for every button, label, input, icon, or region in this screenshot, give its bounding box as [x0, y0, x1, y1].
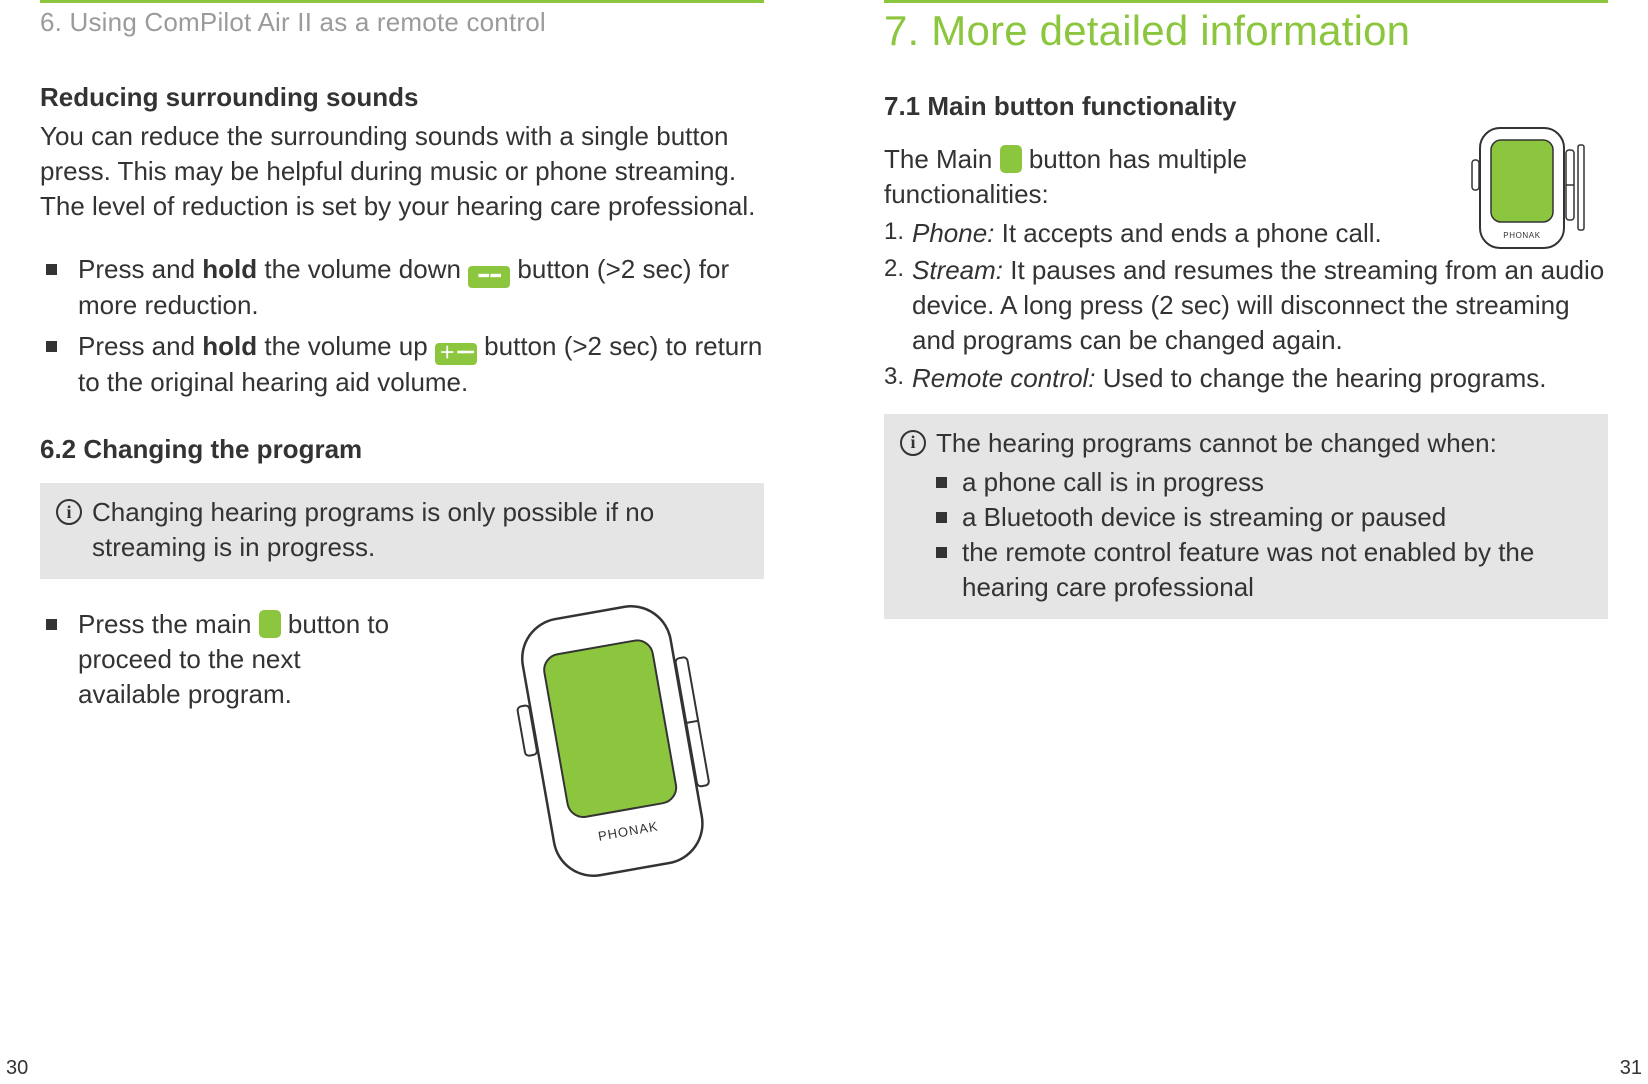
info-sublist: a phone call is in progress a Bluetooth …: [900, 465, 1592, 605]
info-box-left: i Changing hearing programs is only poss…: [40, 483, 764, 579]
right-page: 7. More detailed information 7.1 Main bu…: [824, 0, 1648, 1084]
info-box-right: i The hearing programs cannot be changed…: [884, 414, 1608, 619]
main-button-intro: The Main button has multiple functionali…: [884, 142, 1404, 212]
volume-instructions-list: Press and hold the volume down ━ ━ butto…: [40, 252, 764, 400]
main-button-icon: [259, 610, 281, 638]
device-illustration-small: PHONAK: [1458, 120, 1598, 260]
volume-up-icon: ＋ ━: [435, 343, 477, 365]
info-icon: i: [56, 499, 82, 525]
page-number-left: 30: [6, 1057, 28, 1080]
list-item: Press and hold the volume up ＋ ━ button …: [46, 329, 764, 400]
volume-down-icon: ━ ━: [468, 266, 510, 288]
top-rule: [884, 0, 1608, 3]
main-button-heading: 7.1 Main button functionality: [884, 91, 1608, 122]
main-button-icon: [1000, 145, 1022, 173]
page-number-right: 31: [1620, 1057, 1642, 1080]
list-item: a Bluetooth device is streaming or pause…: [936, 500, 1592, 535]
list-item: Phone: It accepts and ends a phone call.: [884, 216, 1404, 251]
reducing-sounds-heading: Reducing surrounding sounds: [40, 82, 764, 113]
info-lead-right: The hearing programs cannot be changed w…: [936, 426, 1497, 461]
section-header-right: 7. More detailed information: [884, 7, 1608, 55]
list-item: Press the main button to proceed to the …: [46, 607, 406, 712]
list-item: Press and hold the volume down ━ ━ butto…: [46, 252, 764, 323]
list-item: a phone call is in progress: [936, 465, 1592, 500]
device-illustration-large: PHONAK: [504, 590, 734, 910]
info-icon: i: [900, 430, 926, 456]
info-text-left: Changing hearing programs is only possib…: [92, 495, 748, 565]
list-item: the remote control feature was not enabl…: [936, 535, 1592, 605]
list-item: Remote control: Used to change the heari…: [884, 361, 1608, 396]
reducing-sounds-body: You can reduce the surrounding sounds wi…: [40, 119, 764, 224]
changing-program-heading: 6.2 Changing the program: [40, 434, 764, 465]
section-header-left: 6. Using ComPilot Air II as a remote con…: [40, 7, 764, 38]
list-item: Stream: It pauses and resumes the stream…: [884, 253, 1608, 358]
device-brand-label: PHONAK: [1503, 231, 1540, 240]
left-page: 6. Using ComPilot Air II as a remote con…: [0, 0, 824, 1084]
top-rule: [40, 0, 764, 3]
